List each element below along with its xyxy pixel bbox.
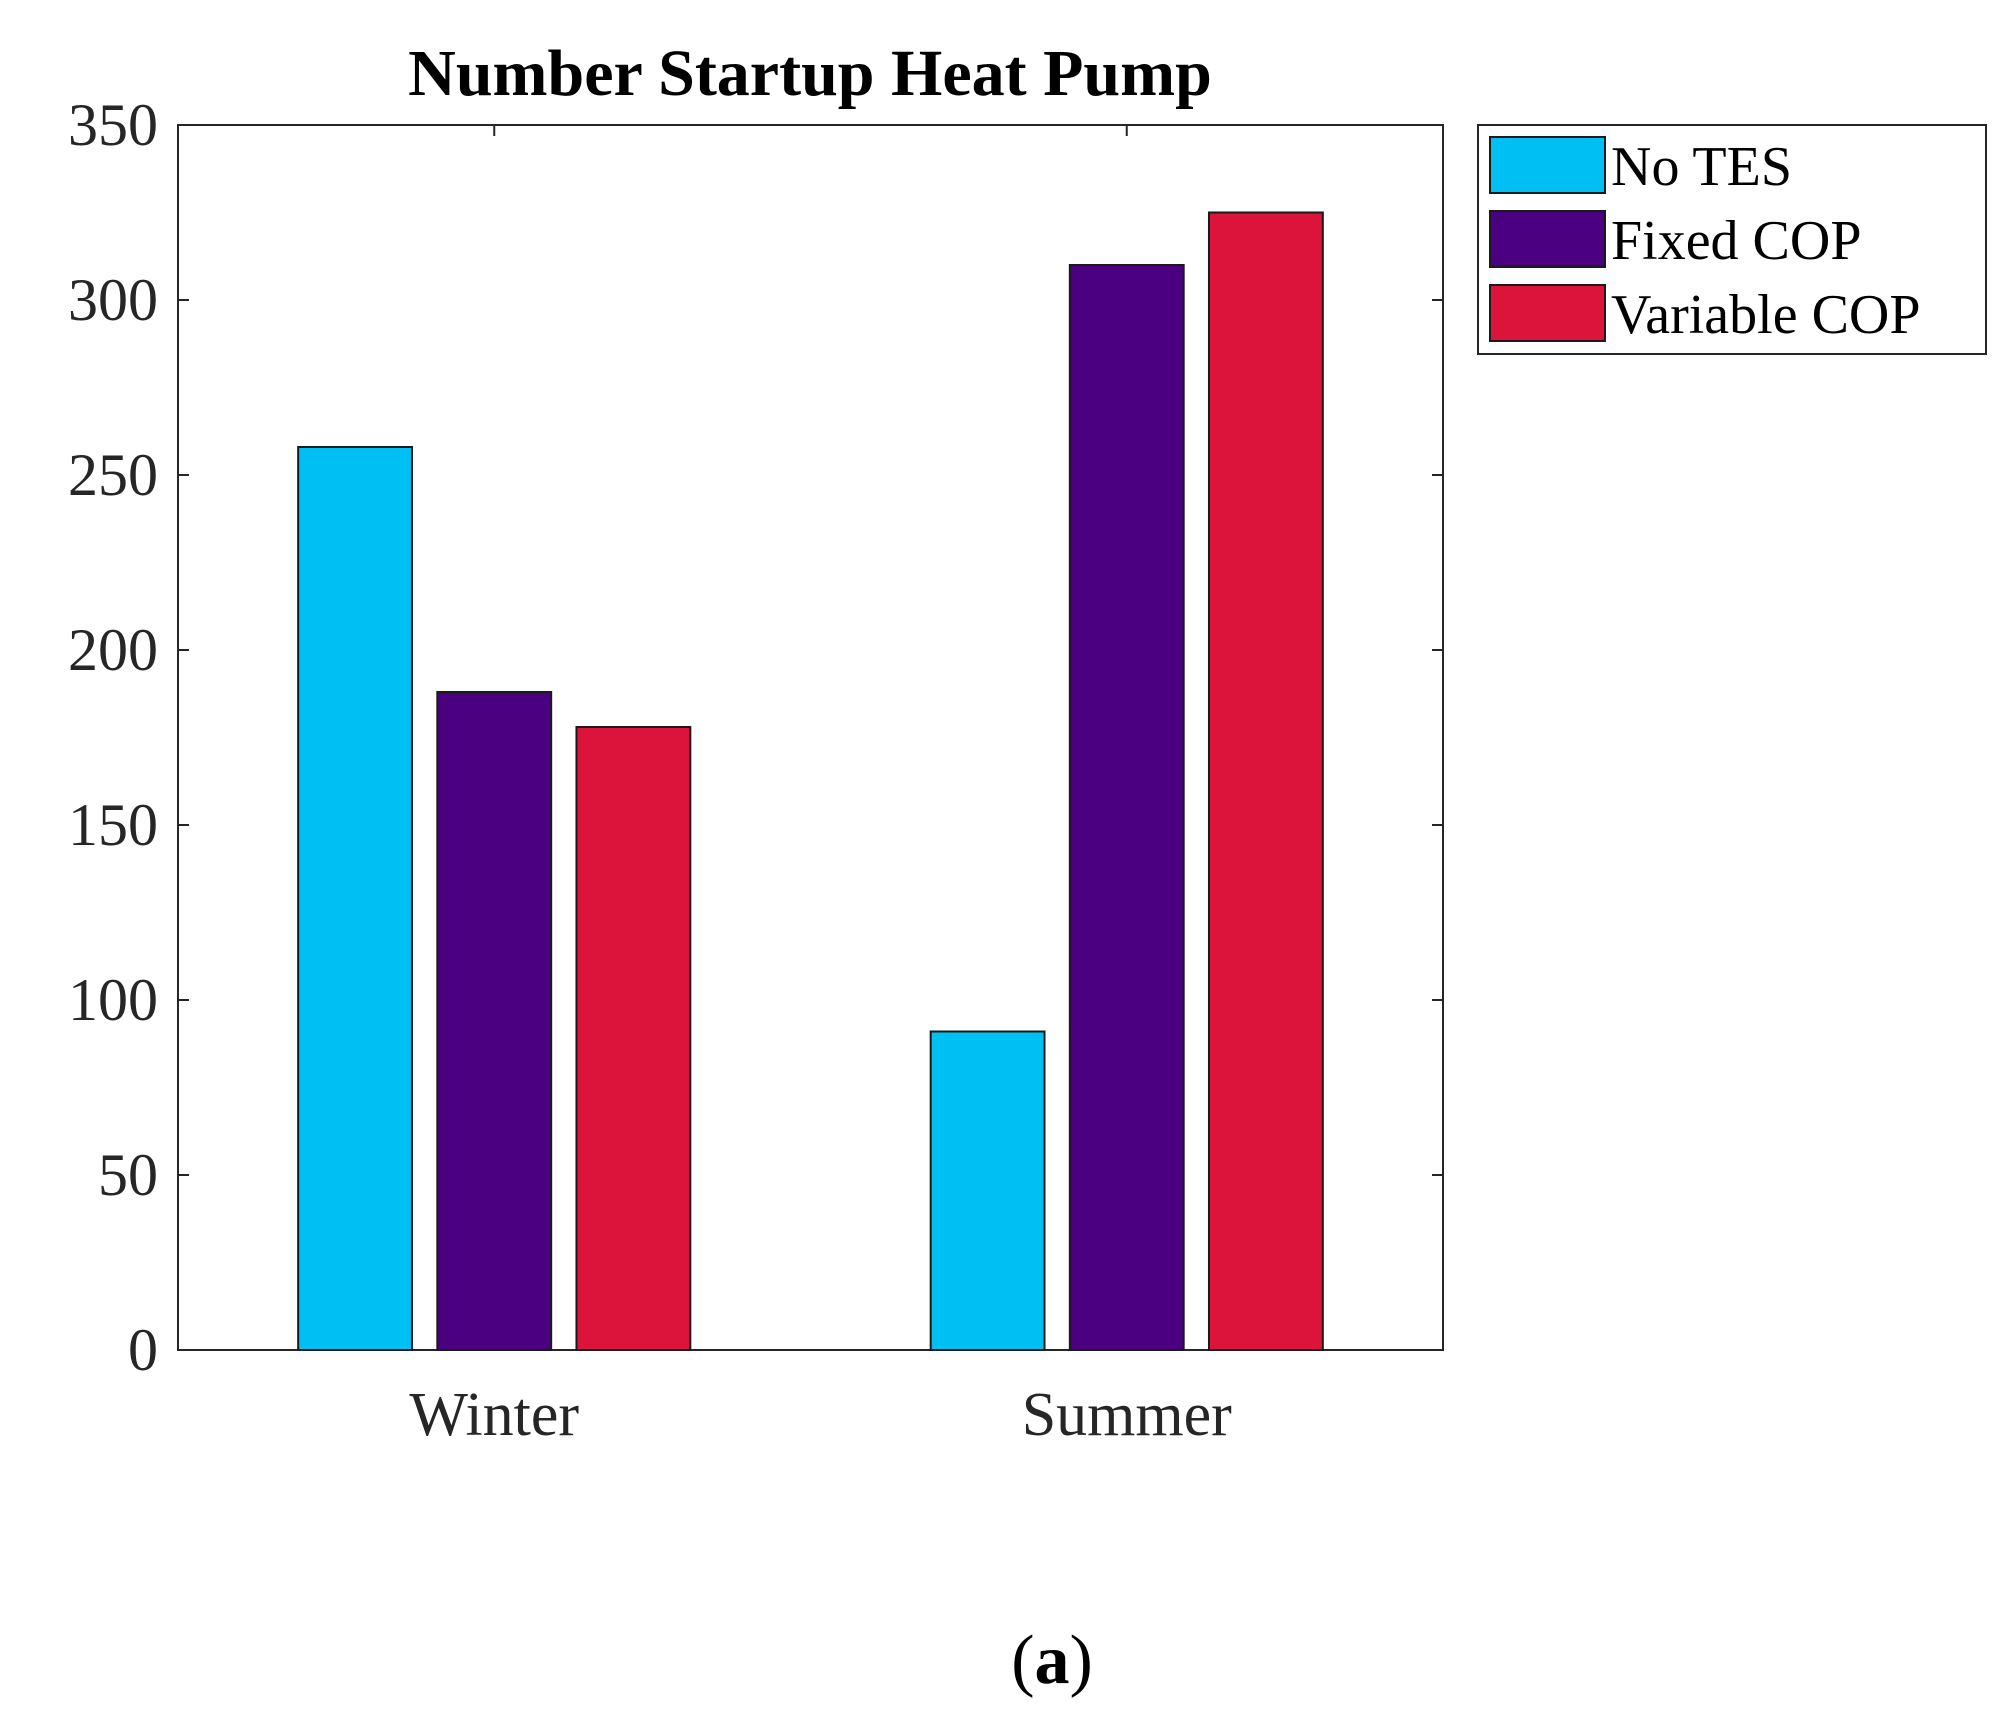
- legend-label-no-tes: No TES: [1611, 136, 1792, 198]
- bar-no-tes-winter: [297, 446, 414, 1351]
- y-tick-label: 0: [128, 1317, 158, 1383]
- figure-caption: (a): [1011, 1622, 1093, 1699]
- bar-variable-cop-summer: [1207, 211, 1324, 1351]
- y-tick-label: 150: [68, 792, 158, 858]
- x-category-label: Winter: [409, 1381, 579, 1449]
- legend-swatch-fixed-cop: [1489, 210, 1606, 268]
- y-tick-label: 300: [68, 267, 158, 333]
- caption-close: ): [1070, 1622, 1093, 1699]
- bar-fixed-cop-summer: [1068, 264, 1185, 1351]
- y-tick-label: 100: [68, 967, 158, 1033]
- y-tick-label: 200: [68, 617, 158, 683]
- y-tick-label: 350: [68, 92, 158, 158]
- caption-letter: a: [1035, 1622, 1070, 1699]
- legend-swatch-no-tes: [1489, 136, 1606, 194]
- axes-box: [177, 124, 1444, 1351]
- bar-variable-cop-winter: [575, 726, 692, 1351]
- y-tick-label: 50: [98, 1142, 158, 1208]
- x-category-label: Summer: [1022, 1381, 1232, 1449]
- bar-no-tes-summer: [929, 1030, 1046, 1351]
- plot-area: 0 50 100 150 200 250 300 350 Winter Summer: [68, 92, 1444, 1449]
- legend-swatch-variable-cop: [1489, 284, 1606, 342]
- chart-title: Number Startup Heat Pump: [408, 37, 1212, 110]
- legend-label-fixed-cop: Fixed COP: [1611, 210, 1862, 272]
- y-tick-label: 250: [68, 442, 158, 508]
- legend: No TES Fixed COP Variable COP: [1477, 124, 1987, 355]
- caption-open: (: [1011, 1622, 1034, 1699]
- legend-label-variable-cop: Variable COP: [1611, 284, 1921, 346]
- bar-fixed-cop-winter: [436, 691, 553, 1351]
